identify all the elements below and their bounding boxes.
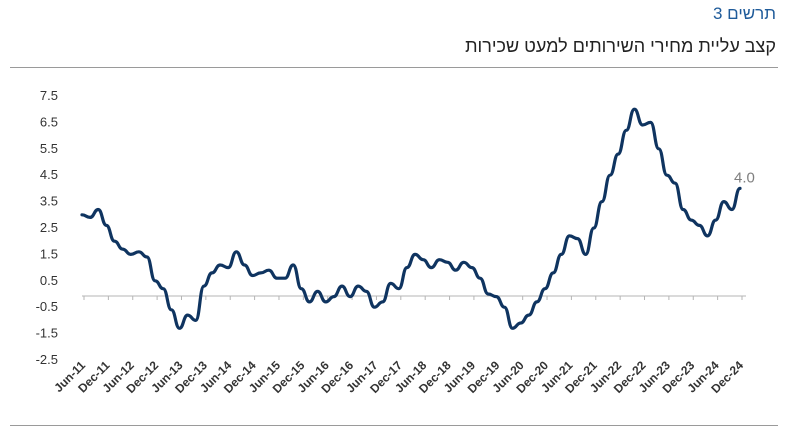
- top-divider: [10, 67, 778, 68]
- y-tick-label: 3.5: [40, 194, 58, 209]
- figure-label: תרשים 3: [712, 4, 776, 23]
- y-tick-label: 0.5: [40, 273, 58, 288]
- end-value-label: 4.0: [734, 169, 755, 186]
- y-tick-label: -0.5: [36, 299, 58, 314]
- y-tick-label: -2.5: [36, 352, 58, 367]
- y-tick-label: 5.5: [40, 141, 58, 156]
- series-group: 4.0: [80, 107, 755, 330]
- y-tick-label: 7.5: [40, 88, 58, 103]
- chart-title: קצב עליית מחירי השירותים למעט שכירות: [465, 36, 776, 56]
- y-tick-label: 2.5: [40, 220, 58, 235]
- series-line: [80, 107, 742, 330]
- y-tick-label: 1.5: [40, 246, 58, 261]
- bottom-divider: [10, 425, 778, 426]
- y-tick-label: 6.5: [40, 114, 58, 129]
- y-tick-label: 4.5: [40, 167, 58, 182]
- y-tick-label: -1.5: [36, 326, 58, 341]
- x-axis: Jun-11Dec-11Jun-12Dec-12Jun-13Dec-13Jun-…: [51, 295, 746, 396]
- y-axis: 7.5 6.5 5.5 4.5 3.5 2.5 1.5 0.5 -0.5 -1.5 -2.5: [36, 88, 58, 367]
